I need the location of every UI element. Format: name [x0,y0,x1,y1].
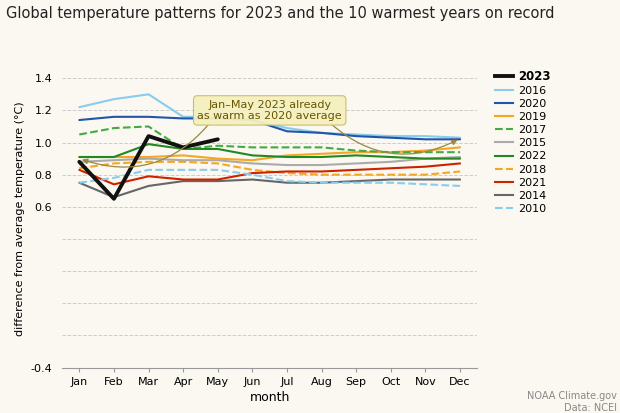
Text: NOAA Climate.gov
Data: NCEI: NOAA Climate.gov Data: NCEI [527,391,617,413]
Text: Jan–May 2023 already
as warm as 2020 average: Jan–May 2023 already as warm as 2020 ave… [197,100,342,121]
X-axis label: month: month [249,391,290,404]
Y-axis label: difference from average temperature (°C): difference from average temperature (°C) [15,102,25,336]
Text: Global temperature patterns for 2023 and the 10 warmest years on record: Global temperature patterns for 2023 and… [6,6,555,21]
Legend: 2023, 2016, 2020, 2019, 2017, 2015, 2022, 2018, 2021, 2014, 2010: 2023, 2016, 2020, 2019, 2017, 2015, 2022… [495,70,550,214]
